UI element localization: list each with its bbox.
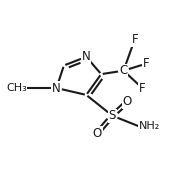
Text: N: N [82,50,91,63]
Text: F: F [139,81,146,95]
Text: C: C [119,64,128,77]
Text: F: F [131,33,138,46]
Text: O: O [123,95,132,108]
Text: S: S [109,109,116,122]
Text: N: N [52,81,61,95]
Text: CH₃: CH₃ [6,83,27,93]
Text: F: F [143,57,149,70]
Text: O: O [93,127,102,140]
Text: NH₂: NH₂ [138,121,160,131]
